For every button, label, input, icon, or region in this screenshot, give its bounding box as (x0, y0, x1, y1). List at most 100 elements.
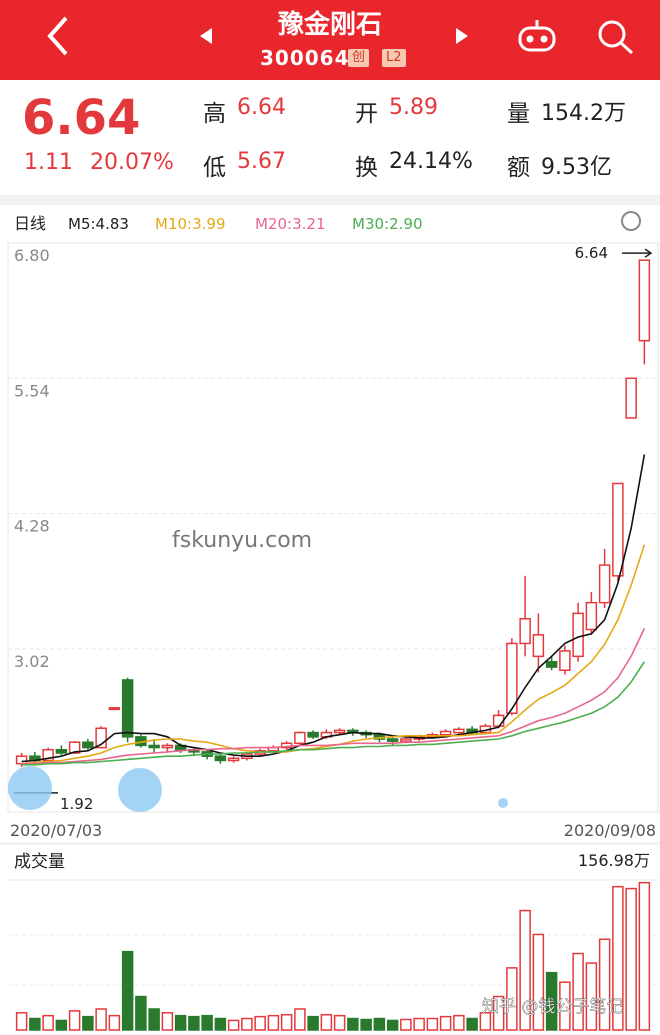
candle-body (15, 755, 28, 765)
volume-bar (267, 1014, 280, 1031)
candle-body (227, 757, 240, 762)
badge: 创 (348, 49, 370, 67)
volume-bar (29, 1017, 41, 1031)
volume-bar (585, 962, 598, 1031)
stat-label: 换 (355, 155, 378, 181)
candle-body (519, 618, 531, 645)
volume-bar (532, 933, 545, 1031)
candle-body (572, 612, 584, 658)
volume-bar (135, 995, 147, 1031)
next-stock[interactable] (456, 28, 468, 44)
candle-body (55, 748, 68, 754)
candle-body (82, 741, 94, 749)
volume-bar (439, 1015, 452, 1031)
change: 1.11 (24, 150, 73, 175)
candle-body (400, 738, 412, 742)
low-marker: 1.92 (60, 795, 93, 813)
volume-bar (400, 1018, 412, 1031)
candle-body (68, 741, 81, 754)
volume-bar (373, 1017, 386, 1031)
volume-bar (413, 1017, 425, 1031)
volume-bar (545, 971, 558, 1031)
volume-bar (479, 1012, 492, 1031)
candle-body (148, 744, 160, 749)
stat-value: 5.89 (389, 95, 438, 120)
volume-bar (466, 1017, 478, 1031)
period-label: 日线 (14, 214, 46, 233)
volume-bar (121, 950, 134, 1031)
volume-bar (386, 1019, 399, 1031)
volume-bar (161, 1012, 174, 1031)
candle-body (598, 564, 611, 604)
ma-line (21, 628, 646, 765)
quote-panel: 6.64 1.11 20.07% 高 6.64 开 5.89 量 154.2万低 5.67 换… (0, 80, 660, 195)
robot-icon[interactable] (518, 20, 556, 52)
y-tick-label: 156.98万 (578, 851, 650, 870)
ma-line (21, 454, 646, 763)
volume-bar (148, 1008, 160, 1031)
volume-bar (333, 1014, 346, 1031)
volume-bar (625, 887, 637, 1031)
candle-body (506, 642, 518, 714)
stat-value: 24.14% (389, 149, 473, 174)
top-bar: 豫金刚石 300064 创 L2 (0, 0, 660, 80)
volume-bar (426, 1017, 439, 1031)
volume-bar (360, 1018, 372, 1031)
prev-stock[interactable] (200, 28, 212, 44)
candle-body (294, 731, 306, 745)
arrow-head (644, 248, 653, 258)
x-tick-label: 2020/07/03 (10, 821, 102, 840)
search-icon[interactable] (598, 20, 634, 55)
volume-bar (638, 881, 651, 1031)
volume-bar (320, 1013, 333, 1031)
volume-bar (68, 1010, 81, 1031)
candle-body (612, 482, 624, 577)
stat-value: 5.67 (237, 149, 286, 174)
expand-button[interactable] (8, 766, 52, 810)
candle-body (532, 634, 545, 658)
settings-icon[interactable] (621, 211, 641, 231)
x-tick-label: 2020/09/08 (564, 821, 656, 840)
candle-body (545, 660, 558, 668)
stat-value: 154.2万 (541, 101, 626, 126)
volume-bar (227, 1019, 240, 1031)
footer-credit: 知乎 @钱公子笔记 (482, 997, 623, 1017)
candle-body (559, 650, 571, 672)
volume-bar (254, 1015, 266, 1031)
volume-bar (559, 981, 571, 1031)
volume-bar (492, 995, 505, 1031)
volume-bar (241, 1017, 253, 1031)
stat-label: 低 (203, 155, 226, 181)
volume-bar (42, 1014, 54, 1031)
candle-body (453, 728, 465, 734)
volume-title: 成交量 (14, 852, 65, 872)
volume-bar (453, 1014, 465, 1031)
stat-label: 量 (507, 101, 530, 127)
stock-name: 豫金刚石 (277, 10, 382, 40)
volume-bar (82, 1015, 94, 1031)
volume-bar (188, 1015, 200, 1031)
stat-label: 高 (203, 101, 226, 127)
back-button[interactable] (47, 16, 68, 56)
change-pct: 20.07% (90, 150, 174, 175)
ma-line (21, 544, 646, 765)
plot-frame (7, 242, 659, 813)
volume-bar (519, 909, 531, 1031)
fullscreen-button[interactable] (118, 768, 162, 812)
candle-body (214, 755, 227, 762)
separator (0, 195, 660, 205)
candle-body (333, 729, 346, 734)
volume-bar (95, 1008, 107, 1031)
candle-body (439, 730, 452, 736)
candle-body (492, 714, 505, 727)
candle-body (161, 744, 174, 749)
ma-line (21, 661, 646, 766)
candle-body (121, 679, 134, 738)
candle-body (386, 738, 399, 742)
volume-bar (55, 1019, 68, 1031)
candle-body (625, 377, 637, 419)
candle-body (42, 748, 54, 762)
volume-bar (214, 1017, 227, 1031)
